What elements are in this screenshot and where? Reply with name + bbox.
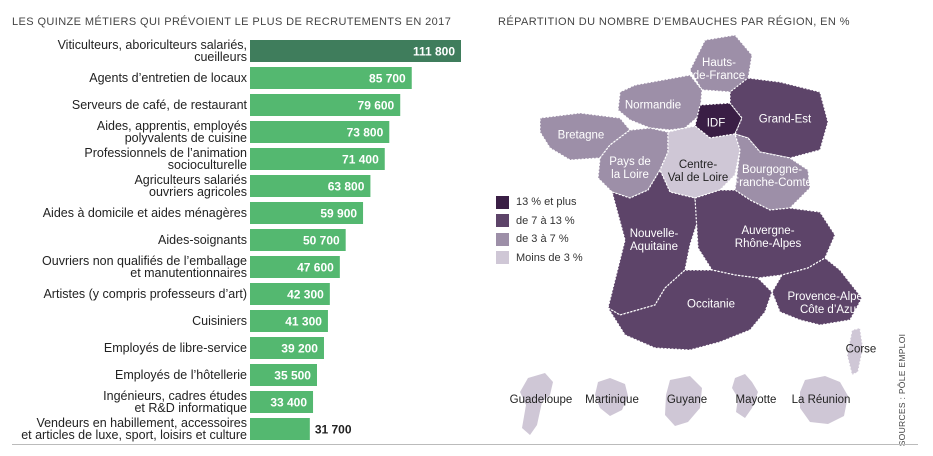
- map-legend: 13 % et plus de 7 à 13 % de 3 à 7 % Moins d…: [496, 193, 583, 267]
- region-label: Mayotte: [735, 394, 777, 406]
- bar-category-label: Professionnels de l’animation sociocultu…: [84, 145, 247, 172]
- bar-value-label: 41 300: [285, 315, 322, 329]
- bar: [250, 229, 346, 251]
- overseas-shape: [520, 373, 553, 435]
- bar: [250, 67, 412, 89]
- region-label: Provence-Alpes- Côte d’Azur: [787, 291, 873, 316]
- bar-category-label: Aides-soignants: [158, 232, 247, 247]
- bar-value-label: 50 700: [303, 234, 340, 248]
- bar: [250, 256, 340, 278]
- bar-category-label: Artistes (y compris professeurs d’art): [43, 286, 247, 301]
- bar-category-label: Vendeurs en habillement, accessoires et …: [21, 415, 247, 442]
- bar-value-label: 33 400: [270, 396, 307, 410]
- region-map: [490, 30, 870, 455]
- region-label: IDF: [706, 117, 726, 130]
- bar-value-label: 79 600: [358, 99, 395, 113]
- legend-item: de 7 à 13 %: [496, 212, 583, 231]
- overseas-shape: [732, 374, 758, 418]
- bar: [250, 418, 310, 440]
- region-shape: [694, 189, 836, 279]
- legend-swatch: [496, 251, 509, 265]
- bar-category-label: Aides à domicile et aides ménagères: [42, 205, 247, 220]
- region-shape: [771, 257, 863, 326]
- region-label: Martinique: [585, 394, 639, 406]
- legend-swatch: [496, 214, 509, 228]
- region-label: La Réunion: [791, 394, 851, 406]
- legend-swatch: [496, 232, 509, 246]
- bar: [250, 40, 461, 62]
- bar-category-label: Aides, apprentis, employés polyvalents d…: [96, 118, 247, 145]
- bar-category-label: Employés de l’hôtellerie: [114, 367, 247, 382]
- region-label: Hauts- de-France: [692, 57, 746, 82]
- bar-value-label: 71 400: [342, 153, 379, 167]
- legend-item: 13 % et plus: [496, 193, 583, 212]
- region-shape: [607, 269, 773, 351]
- region-shape: [846, 327, 864, 376]
- bar-value-label: 31 700: [315, 423, 352, 437]
- legend-label: 13 % et plus: [516, 196, 577, 209]
- region-label: Grand-Est: [758, 113, 812, 126]
- bar-value-label: 111 800: [413, 45, 455, 59]
- bar-value-label: 35 500: [274, 369, 311, 383]
- bar-value-label: 39 200: [281, 342, 318, 356]
- sources-note: SOURCES : PÔLE EMPLOI: [897, 333, 907, 447]
- bar-category-label: Viticulteurs, aboriculteurs salariés, cu…: [57, 37, 247, 64]
- bar-category-label: Agents d’entretien de locaux: [89, 70, 247, 85]
- bar-category-label: Ouvriers non qualifiés de l’emballage et…: [42, 253, 247, 280]
- bar-chart-svg: 111 800 85 700 79 600 73 800 71 400 63 800 59 …: [250, 40, 461, 440]
- bar-category-label: Agriculteurs salariés ouvriers agricoles: [134, 172, 247, 199]
- bar: [250, 121, 390, 143]
- region-shape: [729, 77, 829, 159]
- bar-value-label: 85 700: [369, 72, 406, 86]
- legend-label: de 7 à 13 %: [516, 214, 575, 227]
- legend-label: Moins de 3 %: [516, 251, 583, 264]
- region-label: Centre- Val de Loire: [667, 159, 729, 184]
- region-shape: [734, 133, 811, 211]
- map-title: RÉPARTITION DU NOMBRE D’EMBAUCHES PAR RÉ…: [498, 16, 850, 28]
- bar: [250, 391, 314, 413]
- region-label: Nouvelle- Aquitaine: [629, 228, 679, 253]
- bar: [250, 283, 330, 305]
- bar: [250, 175, 371, 197]
- region-shape: [617, 74, 703, 131]
- overseas-shape: [595, 378, 628, 416]
- legend-label: de 3 à 7 %: [516, 233, 569, 246]
- bar-value-label: 73 800: [347, 126, 384, 140]
- region-shape: [607, 168, 699, 316]
- region-label: Bourgogne- Franche-Comté: [732, 164, 812, 189]
- bar: [250, 337, 324, 359]
- region-label: Bretagne: [557, 129, 605, 142]
- region-label: Guadeloupe: [509, 394, 573, 406]
- region-label: Guyane: [666, 394, 708, 406]
- bar-value-label: 63 800: [328, 180, 365, 194]
- bar-value-label: 47 600: [297, 261, 334, 275]
- region-label: Occitanie: [687, 298, 735, 311]
- bar: [250, 94, 401, 116]
- overseas-shape: [800, 376, 848, 424]
- bottom-rule: [12, 444, 918, 445]
- bar-chart: 111 800 85 700 79 600 73 800 71 400 63 800 59 …: [21, 37, 461, 442]
- legend-swatch: [496, 195, 509, 209]
- legend-item: Moins de 3 %: [496, 249, 583, 268]
- bar: [250, 310, 328, 332]
- region-label: Auvergne- Rhône-Alpes: [734, 225, 802, 250]
- bar: [250, 364, 317, 386]
- bar-category-label: Ingénieurs, cadres études et R&D informa…: [103, 388, 247, 415]
- bar-category-label: Serveurs de café, de restaurant: [71, 97, 247, 112]
- overseas-shape: [665, 376, 702, 426]
- bar: [250, 202, 364, 224]
- bar-value-label: 42 300: [287, 288, 324, 302]
- region-label: Pays de la Loire: [609, 156, 651, 181]
- bar-chart-title: LES QUINZE MÉTIERS QUI PRÉVOIENT LE PLUS…: [12, 16, 452, 28]
- legend-item: de 3 à 7 %: [496, 230, 583, 249]
- bar-value-label: 59 900: [320, 207, 357, 221]
- region-label: Normandie: [624, 99, 682, 112]
- region-map-svg: [520, 34, 864, 435]
- region-label: Corse: [845, 343, 877, 356]
- bar-category-label: Employés de libre-service: [103, 340, 247, 355]
- bar-category-label: Cuisiniers: [192, 313, 247, 328]
- bar: [250, 148, 385, 170]
